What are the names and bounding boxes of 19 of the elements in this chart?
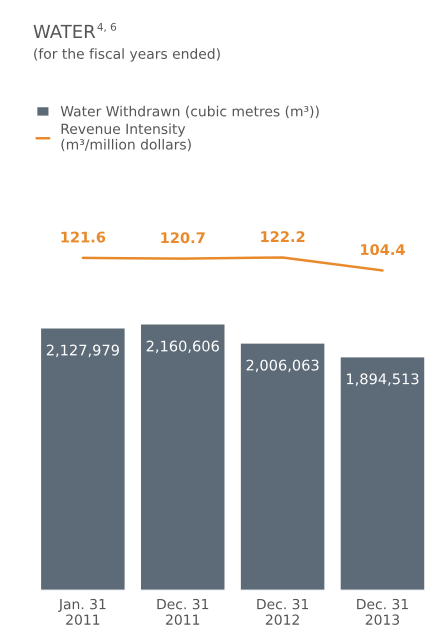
data-label: 121.6 [61, 232, 106, 243]
bar [239, 342, 326, 590]
data-label: 122.2 [261, 231, 304, 242]
bar [40, 327, 126, 590]
data-label: 2,006,063 [246, 360, 319, 372]
data-label: 104.4 [361, 244, 405, 256]
data-label: 2,160,606 [146, 340, 219, 354]
bar [140, 323, 226, 590]
legend-label: Water Withdrawn (cubic metres (m³)) [60, 106, 319, 118]
x-tick-label: Dec. 31 2012 [257, 598, 308, 625]
x-tick-label: Dec. 31 2013 [357, 598, 408, 625]
bar [339, 356, 426, 590]
data-label: 2,127,979 [46, 344, 119, 358]
x-tick-label: Jan. 31 2011 [58, 598, 106, 625]
chart-subtitle: (for the fiscal years ended) [34, 48, 220, 62]
data-label: 120.7 [161, 232, 205, 244]
legend-label: Revenue Intensity (m³/million dollars) [61, 123, 191, 152]
x-tick-label: Dec. 31 2011 [157, 598, 208, 625]
data-label: 1,894,513 [346, 373, 418, 386]
